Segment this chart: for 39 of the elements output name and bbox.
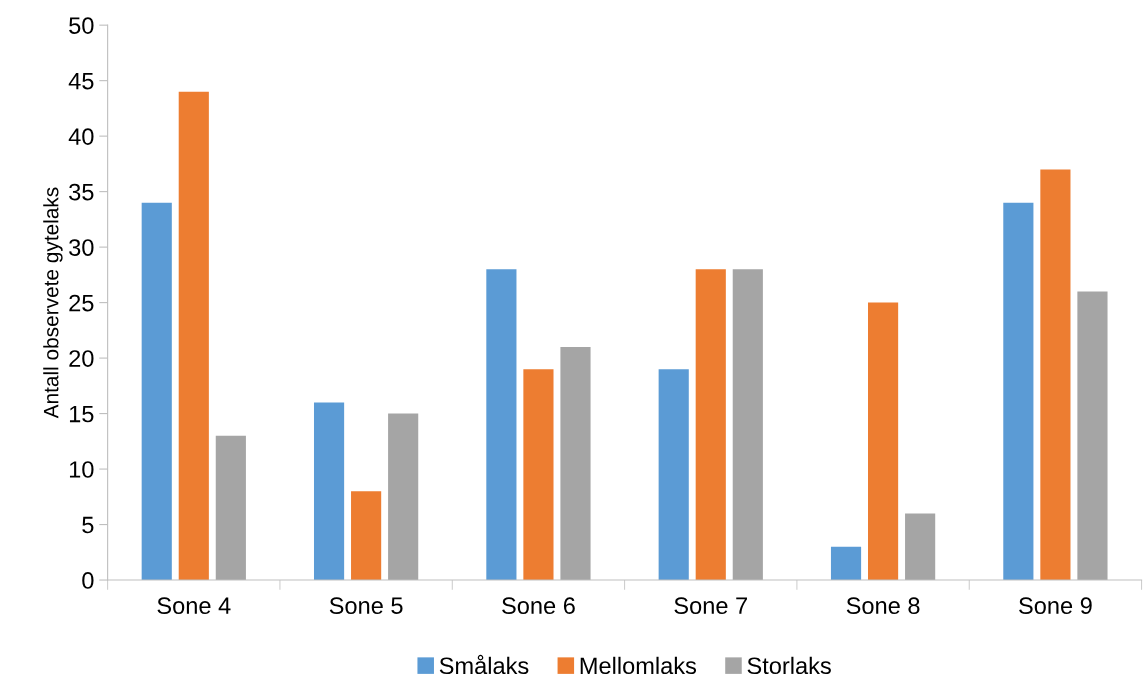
y-axis-title: Antall observete gytelaks [43, 187, 63, 419]
x-tick-label: Sone 8 [846, 597, 920, 615]
bar [560, 346, 591, 581]
y-tick-label: 30 [69, 239, 94, 256]
bar [178, 91, 209, 581]
y-tick-label: 40 [68, 128, 94, 145]
bar [695, 269, 726, 581]
x-tick-label: Sone 5 [329, 597, 403, 615]
x-tick-label: Sone 4 [157, 597, 231, 615]
bar [830, 546, 862, 581]
legend-label: Smålaks [439, 654, 529, 675]
bar [141, 202, 172, 581]
y-tick-label: 15 [69, 405, 94, 423]
bar [313, 402, 345, 581]
y-tick-label: 0 [82, 572, 94, 589]
bar [905, 513, 936, 581]
bar [388, 413, 419, 581]
bar [215, 435, 246, 581]
y-tick-label: 35 [69, 183, 94, 201]
x-tick-label: Sone 7 [674, 597, 747, 615]
x-tick-label: Sone 6 [502, 597, 575, 615]
x-tick-label: Sone 9 [1019, 597, 1092, 615]
bar [351, 491, 382, 581]
legend-label: Storlaks [747, 656, 831, 675]
bar [732, 269, 763, 581]
bar [1003, 202, 1034, 581]
y-tick-label: 45 [68, 72, 94, 90]
y-tick-label: 50 [69, 17, 94, 34]
bar [1077, 291, 1108, 581]
bar [486, 269, 517, 581]
y-tick-label: 5 [82, 516, 94, 534]
bar [523, 369, 554, 581]
y-tick-label: 20 [69, 350, 94, 367]
legend-label: Mellomlaks [580, 656, 697, 675]
bar [658, 369, 689, 581]
bar [1040, 169, 1071, 581]
bar [868, 302, 899, 581]
y-tick-label: 25 [69, 294, 94, 312]
y-tick-label: 10 [69, 461, 94, 478]
